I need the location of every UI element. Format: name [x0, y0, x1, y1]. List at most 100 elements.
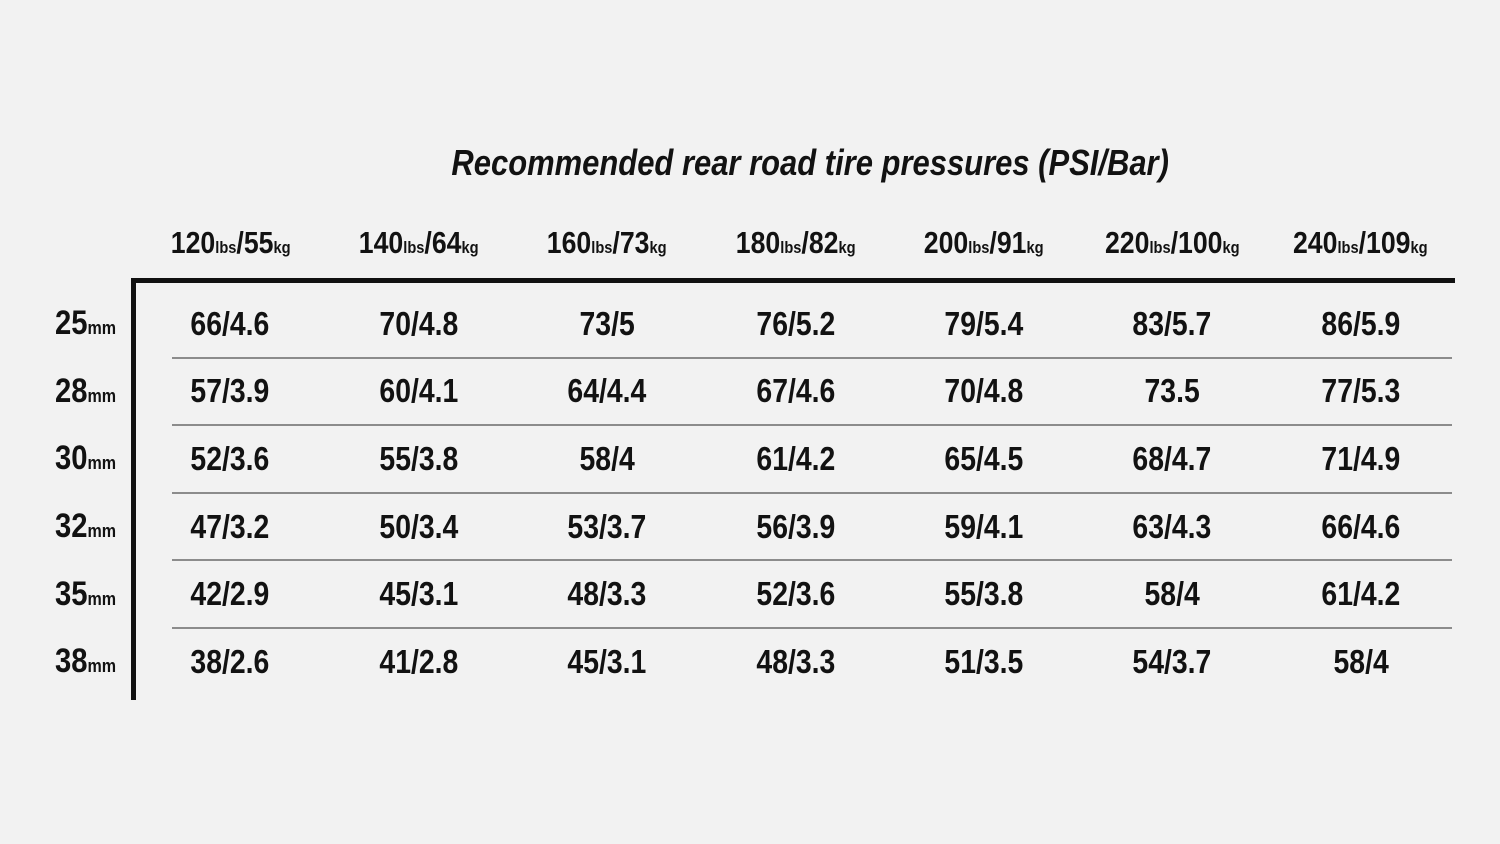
unit-lbs: lbs	[780, 238, 802, 257]
column-header-label: 220lbs/100kg	[1104, 225, 1240, 260]
row-header-label: 38mm	[54, 642, 116, 681]
pressure-cell: 68/4.7	[1078, 440, 1266, 478]
page-title: Recommended rear road tire pressures (PS…	[100, 142, 1500, 184]
column-header-label: 140lbs/64kg	[358, 225, 479, 260]
unit-mm: mm	[87, 452, 116, 474]
pressure-cell: 50/3.4	[324, 508, 512, 546]
pressure-cell: 83/5.7	[1078, 305, 1266, 343]
pressure-cell: 66/4.6	[136, 305, 324, 343]
pressure-value: 64/4.4	[567, 372, 647, 410]
table-row: 28mm 57/3.9 60/4.1 64/4.4 67/4.6 70/4.8 73.5 77…	[40, 358, 1455, 426]
pressure-cell: 79/5.4	[890, 305, 1078, 343]
pressure-value: 61/4.2	[756, 439, 835, 477]
unit-kg: kg	[1026, 238, 1044, 257]
pressure-table: 120lbs/55kg 140lbs/64kg 160lbs/73kg 180lbs/…	[40, 212, 1455, 696]
pressure-cell: 60/4.1	[324, 372, 512, 410]
row-header: 25mm	[40, 304, 136, 343]
column-header: 120lbs/55kg	[136, 225, 324, 261]
pressure-value: 53/3.7	[567, 507, 647, 545]
pressure-value: 58/4	[579, 439, 635, 477]
pressure-cell: 70/4.8	[324, 305, 512, 343]
pressure-cell: 64/4.4	[513, 372, 701, 410]
column-header-row: 120lbs/55kg 140lbs/64kg 160lbs/73kg 180lbs/…	[40, 212, 1455, 274]
column-header-label: 120lbs/55kg	[170, 225, 291, 260]
row-header: 38mm	[40, 642, 136, 681]
pressure-value: 45/3.1	[379, 575, 459, 613]
unit-kg: kg	[1222, 238, 1240, 257]
column-header: 220lbs/100kg	[1078, 225, 1266, 261]
column-header-label: 240lbs/109kg	[1293, 225, 1429, 260]
table-row: 32mm 47/3.2 50/3.4 53/3.7 56/3.9 59/4.1 63/4.3…	[40, 493, 1455, 561]
unit-kg: kg	[649, 238, 667, 257]
unit-mm: mm	[87, 655, 116, 677]
pressure-cell: 57/3.9	[136, 372, 324, 410]
column-header-label: 180lbs/82kg	[735, 225, 856, 260]
unit-mm: mm	[87, 587, 116, 609]
pressure-value: 60/4.1	[379, 372, 459, 410]
pressure-value: 65/4.5	[944, 439, 1024, 477]
pressure-cell: 47/3.2	[136, 508, 324, 546]
pressure-value: 52/3.6	[190, 439, 270, 477]
unit-lbs: lbs	[968, 238, 990, 257]
pressure-value: 71/4.9	[1321, 439, 1401, 477]
column-header-label: 200lbs/91kg	[923, 225, 1044, 260]
pressure-cell: 54/3.7	[1078, 643, 1266, 681]
pressure-value: 55/3.8	[379, 439, 459, 477]
pressure-cell: 55/3.8	[890, 575, 1078, 613]
column-header: 240lbs/109kg	[1267, 225, 1455, 261]
table-left-border-line	[131, 280, 136, 700]
pressure-cell: 67/4.6	[701, 372, 889, 410]
pressure-value: 70/4.8	[944, 372, 1024, 410]
pressure-value: 67/4.6	[756, 372, 835, 410]
pressure-cell: 53/3.7	[513, 508, 701, 546]
pressure-cell: 66/4.6	[1267, 508, 1455, 546]
pressure-value: 42/2.9	[190, 575, 270, 613]
pressure-cell: 63/4.3	[1078, 508, 1266, 546]
row-header-label: 28mm	[54, 371, 116, 410]
pressure-value: 47/3.2	[190, 507, 270, 545]
row-header-label: 32mm	[54, 507, 116, 546]
pressure-cell: 86/5.9	[1267, 305, 1455, 343]
pressure-cell: 45/3.1	[513, 643, 701, 681]
row-header: 32mm	[40, 507, 136, 546]
pressure-value: 83/5.7	[1132, 304, 1212, 342]
pressure-value: 66/4.6	[1321, 507, 1401, 545]
pressure-cell: 61/4.2	[1267, 575, 1455, 613]
pressure-value: 41/2.8	[379, 642, 459, 680]
row-header-label: 35mm	[54, 574, 116, 613]
pressure-value: 70/4.8	[379, 304, 459, 342]
pressure-value: 86/5.9	[1321, 304, 1401, 342]
pressure-value: 63/4.3	[1132, 507, 1212, 545]
pressure-value: 58/4	[1144, 575, 1200, 613]
unit-mm: mm	[87, 520, 116, 542]
unit-lbs: lbs	[1149, 238, 1171, 257]
pressure-value: 48/3.3	[756, 642, 835, 680]
column-header-label: 160lbs/73kg	[547, 225, 667, 260]
pressure-cell: 61/4.2	[701, 440, 889, 478]
pressure-value: 56/3.9	[756, 507, 835, 545]
unit-lbs: lbs	[591, 238, 613, 257]
pressure-cell: 77/5.3	[1267, 372, 1455, 410]
pressure-value: 73/5	[579, 304, 635, 342]
column-header: 200lbs/91kg	[890, 225, 1078, 261]
pressure-value: 77/5.3	[1321, 372, 1401, 410]
pressure-value: 68/4.7	[1132, 439, 1212, 477]
pressure-cell: 56/3.9	[701, 508, 889, 546]
row-header: 30mm	[40, 439, 136, 478]
unit-lbs: lbs	[1337, 238, 1360, 257]
pressure-cell: 42/2.9	[136, 575, 324, 613]
row-header-label: 30mm	[54, 439, 116, 478]
pressure-cell: 73/5	[513, 305, 701, 343]
table-body: 25mm 66/4.6 70/4.8 73/5 76/5.2 79/5.4 83/5.7 86…	[40, 290, 1455, 696]
unit-mm: mm	[87, 384, 116, 406]
pressure-cell: 70/4.8	[890, 372, 1078, 410]
column-header: 140lbs/64kg	[324, 225, 512, 261]
pressure-cell: 58/4	[1267, 643, 1455, 681]
pressure-value: 66/4.6	[190, 304, 270, 342]
pressure-cell: 51/3.5	[890, 643, 1078, 681]
pressure-value: 76/5.2	[756, 304, 835, 342]
pressure-value: 79/5.4	[944, 304, 1024, 342]
table-row: 38mm 38/2.6 41/2.8 45/3.1 48/3.3 51/3.5 54/3.7…	[40, 628, 1455, 696]
unit-kg: kg	[838, 238, 856, 257]
pressure-value: 50/3.4	[379, 507, 459, 545]
